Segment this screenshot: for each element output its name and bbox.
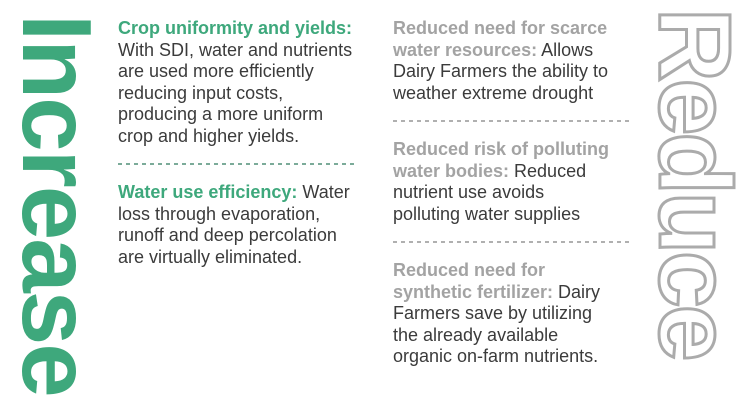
dashed-divider: [118, 163, 358, 165]
reduce-column: Reduced need for scarce water resources:…: [393, 18, 645, 368]
block-title: Reduced need for synthetic fertilizer:: [393, 260, 554, 302]
block-body: Reduced nutrient use avoids polluting wa…: [393, 160, 587, 224]
benefit-block-crop-uniformity: Crop uniformity and yields: With SDI, wa…: [118, 18, 370, 147]
block-title: Water use efficiency:: [118, 182, 298, 202]
block-body: Allows Dairy Farmers the ability to weat…: [393, 39, 609, 103]
block-body: With SDI, water and nutrients are used m…: [118, 39, 353, 146]
block-title: Reduced risk of polluting water bodies:: [393, 139, 610, 181]
block-title: Crop uniformity and yields:: [118, 18, 353, 38]
block-body: Dairy Farmers save by utilizing the alre…: [393, 281, 601, 367]
block-body: Water loss through evaporation, runoff a…: [118, 182, 350, 267]
block-title: Reduced need for scarce water resources:: [393, 18, 608, 60]
dashed-divider: [393, 120, 633, 122]
reduce-banner-label: Reduce: [637, 6, 750, 359]
benefit-block-polluting-water: Reduced risk of polluting water bodies: …: [393, 139, 645, 225]
benefit-block-water-use-efficiency: Water use efficiency: Water loss through…: [118, 182, 370, 268]
increase-banner-label: Increase: [2, 14, 112, 396]
benefit-block-synthetic-fertilizer: Reduced need for synthetic fertilizer: D…: [393, 260, 645, 368]
dashed-divider: [393, 241, 633, 243]
benefit-block-scarce-water: Reduced need for scarce water resources:…: [393, 18, 645, 104]
increase-column: Crop uniformity and yields: With SDI, wa…: [118, 18, 370, 268]
